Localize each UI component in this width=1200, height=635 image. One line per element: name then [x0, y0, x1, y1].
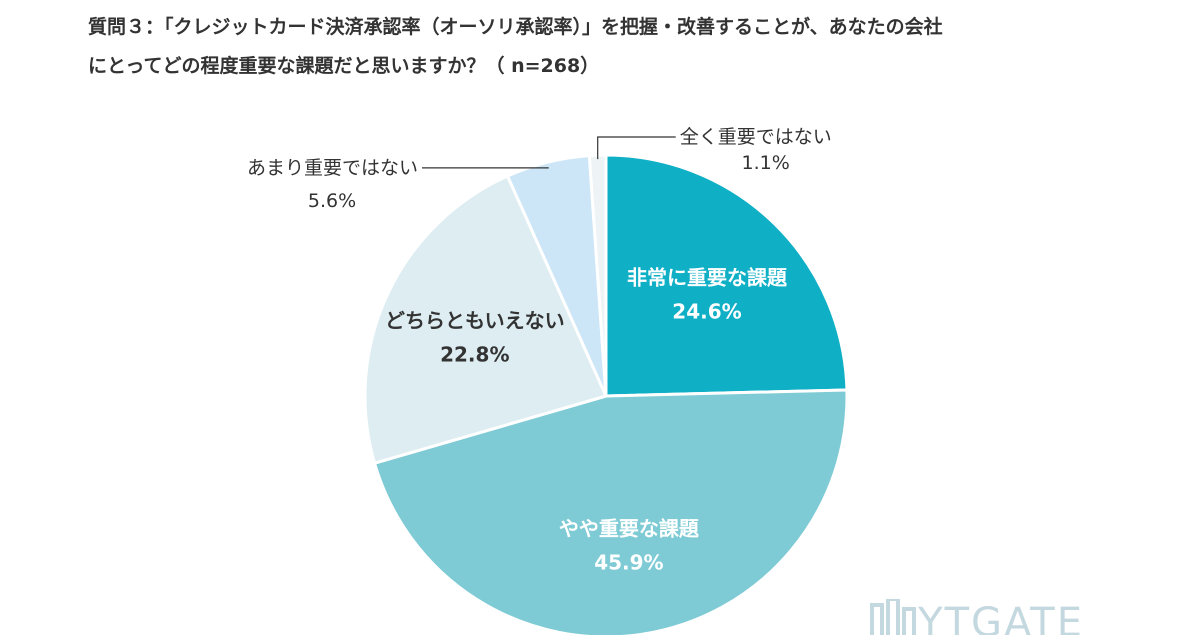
- title-line-1: 質問３：「クレジットカード決済承認率（オーソリ承認率）」を把握・改善することが、…: [88, 16, 943, 38]
- chart-title: 質問３：「クレジットカード決済承認率（オーソリ承認率）」を把握・改善することが、…: [88, 8, 1148, 86]
- title-line-2: にとってどの程度重要な課題だと思いますか？（ n=268）: [88, 55, 600, 77]
- pie-slice-0: [604, 153, 849, 398]
- slice-value-0: 24.6%: [672, 300, 741, 324]
- slice-value-1: 45.9%: [594, 551, 663, 575]
- slice-label-0: 非常に重要な課題: [627, 266, 788, 290]
- slice-label-2: どちらともいえない: [385, 308, 565, 332]
- slice-label-4: 全く重要ではない: [680, 126, 832, 148]
- slice-label-3: あまり重要ではない: [247, 157, 418, 179]
- slice-value-4: 1.1%: [742, 152, 790, 174]
- pie-slice-1: [373, 388, 849, 635]
- slice-label-1: やや重要な課題: [559, 517, 700, 541]
- slice-value-2: 22.8%: [440, 342, 509, 366]
- leader-line-4: [597, 136, 676, 160]
- slice-value-3: 5.6%: [308, 190, 356, 212]
- building-logo-icon: [870, 599, 917, 635]
- ytgate-logo: YTGATE: [870, 599, 1084, 635]
- pie-slice-2: [363, 174, 608, 465]
- logo-text: YTGATE: [918, 600, 1084, 635]
